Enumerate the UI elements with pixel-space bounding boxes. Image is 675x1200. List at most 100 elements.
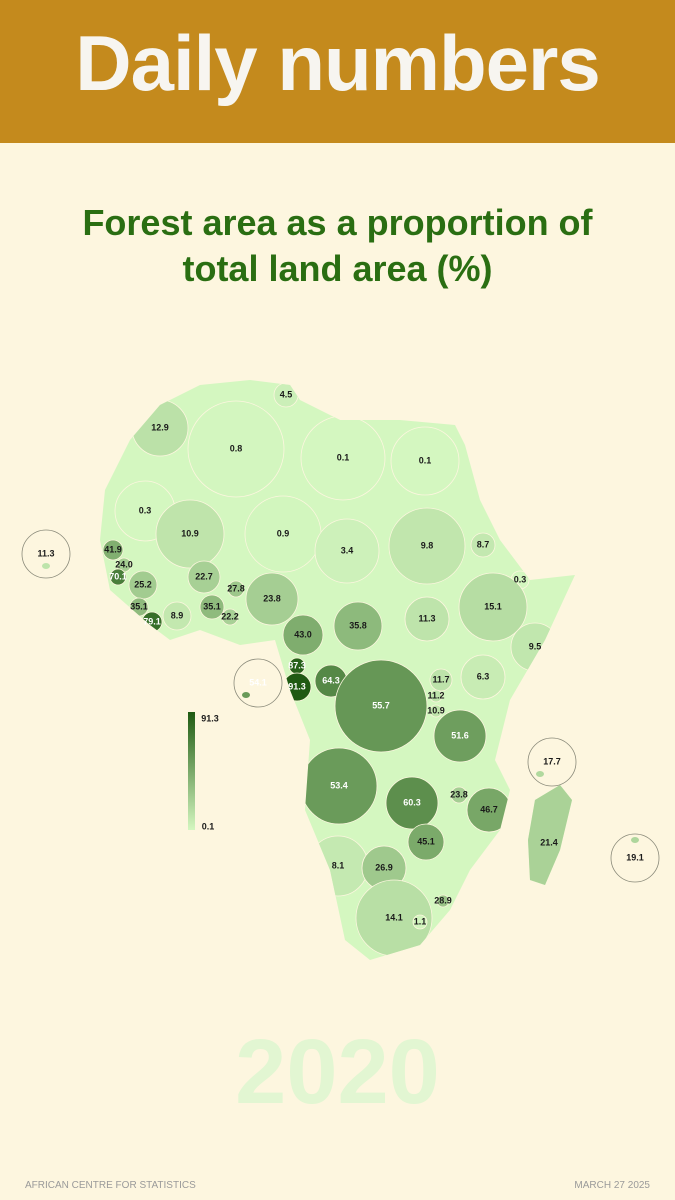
value-label: 70.1 bbox=[109, 571, 127, 581]
value-label: 17.7 bbox=[543, 756, 561, 766]
value-label: 64.3 bbox=[322, 675, 340, 685]
island bbox=[631, 837, 639, 843]
region bbox=[199, 594, 225, 620]
value-label: 8.1 bbox=[332, 860, 345, 870]
value-label: 35.1 bbox=[203, 601, 221, 611]
value-label: 21.4 bbox=[540, 837, 558, 847]
value-label: 0.8 bbox=[230, 443, 243, 453]
value-label: 91.3 bbox=[288, 681, 306, 691]
header-title: Daily numbers bbox=[75, 19, 601, 107]
value-label: 11.3 bbox=[37, 548, 54, 558]
legend-max: 91.3 bbox=[201, 713, 219, 723]
region bbox=[282, 614, 324, 656]
region bbox=[109, 568, 127, 586]
value-label: 0.1 bbox=[337, 452, 350, 462]
region bbox=[429, 689, 443, 703]
value-label: 0.3 bbox=[514, 574, 527, 584]
value-label: 53.4 bbox=[330, 780, 348, 790]
island bbox=[42, 563, 50, 569]
value-label: 1.1 bbox=[414, 916, 427, 926]
region bbox=[436, 894, 450, 908]
label-layer: 12.9 4.5 0.8 0.1 0.1 0.3 10.9 0.9 3.4 9.8 8.7 0.3 15… bbox=[21, 389, 660, 926]
date: MARCH 27 2025 bbox=[574, 1180, 650, 1191]
value-label: 25.2 bbox=[134, 579, 152, 589]
island bbox=[536, 771, 544, 777]
header-band: Daily numbers bbox=[0, 0, 675, 143]
region bbox=[187, 560, 221, 594]
value-label: 35.8 bbox=[349, 620, 367, 630]
value-label: 28.9 bbox=[434, 895, 452, 905]
value-label: 3.4 bbox=[341, 545, 354, 555]
region bbox=[102, 539, 124, 561]
value-label: 0.9 bbox=[277, 528, 290, 538]
region bbox=[412, 914, 428, 930]
value-label: 11.3 bbox=[418, 613, 435, 623]
region bbox=[429, 704, 443, 718]
value-label: 8.7 bbox=[477, 539, 490, 549]
value-label: 41.9 bbox=[104, 544, 122, 554]
value-label: 23.8 bbox=[263, 593, 281, 603]
value-label: 22.2 bbox=[221, 611, 239, 621]
region bbox=[187, 400, 285, 498]
region bbox=[385, 776, 439, 830]
value-label: 9.8 bbox=[421, 540, 434, 550]
value-label: 9.5 bbox=[529, 641, 542, 651]
value-label: 55.7 bbox=[372, 700, 390, 710]
region bbox=[458, 572, 528, 642]
value-label: 4.5 bbox=[280, 389, 293, 399]
value-label: 27.8 bbox=[227, 583, 245, 593]
value-label: 46.7 bbox=[480, 804, 498, 814]
value-label: 19.1 bbox=[626, 852, 644, 862]
value-label: 10.9 bbox=[181, 528, 199, 538]
value-label: 26.9 bbox=[375, 862, 393, 872]
inset-circle bbox=[527, 737, 577, 787]
region bbox=[333, 601, 383, 651]
value-label: 10.9 bbox=[427, 705, 445, 715]
value-label: 60.3 bbox=[403, 797, 421, 807]
inset-circle bbox=[610, 833, 660, 883]
value-label: 12.9 bbox=[151, 422, 169, 432]
region bbox=[227, 580, 245, 598]
value-label: 11.7 bbox=[432, 674, 449, 684]
value-label: 15.1 bbox=[484, 601, 502, 611]
value-label: 45.1 bbox=[417, 836, 435, 846]
value-label: 87.3 bbox=[288, 660, 306, 670]
inset-circle bbox=[233, 658, 283, 708]
year: 2020 bbox=[235, 1021, 440, 1123]
region bbox=[334, 659, 428, 753]
value-label: 51.6 bbox=[451, 730, 469, 740]
region bbox=[433, 709, 487, 763]
region bbox=[528, 785, 572, 885]
value-label: 11.2 bbox=[427, 690, 444, 700]
value-label: 0.3 bbox=[139, 505, 152, 515]
region bbox=[450, 786, 468, 804]
region bbox=[390, 426, 460, 496]
region bbox=[245, 572, 299, 626]
legend-min: 0.1 bbox=[202, 821, 215, 831]
region bbox=[429, 668, 453, 692]
value-label: 8.9 bbox=[171, 610, 184, 620]
value-label: 23.8 bbox=[450, 789, 468, 799]
legend-bar bbox=[188, 712, 195, 830]
region bbox=[407, 823, 445, 861]
region bbox=[162, 601, 192, 631]
map-title: Forest area as a proportion of total lan… bbox=[82, 202, 593, 289]
region-layer bbox=[102, 382, 560, 957]
value-label: 22.7 bbox=[195, 571, 213, 581]
value-label: 43.0 bbox=[294, 629, 312, 639]
region bbox=[404, 596, 450, 642]
region bbox=[460, 654, 506, 700]
region bbox=[388, 507, 466, 585]
region bbox=[221, 608, 239, 626]
region bbox=[155, 499, 225, 569]
value-label: 35.1 bbox=[130, 601, 148, 611]
value-label: 0.1 bbox=[419, 455, 432, 465]
island bbox=[242, 692, 250, 698]
value-label: 14.1 bbox=[385, 912, 403, 922]
value-label: 24.0 bbox=[115, 559, 133, 569]
source: AFRICAN CENTRE FOR STATISTICS bbox=[25, 1180, 196, 1191]
value-label: 79.1 bbox=[143, 616, 161, 626]
region bbox=[470, 532, 496, 558]
